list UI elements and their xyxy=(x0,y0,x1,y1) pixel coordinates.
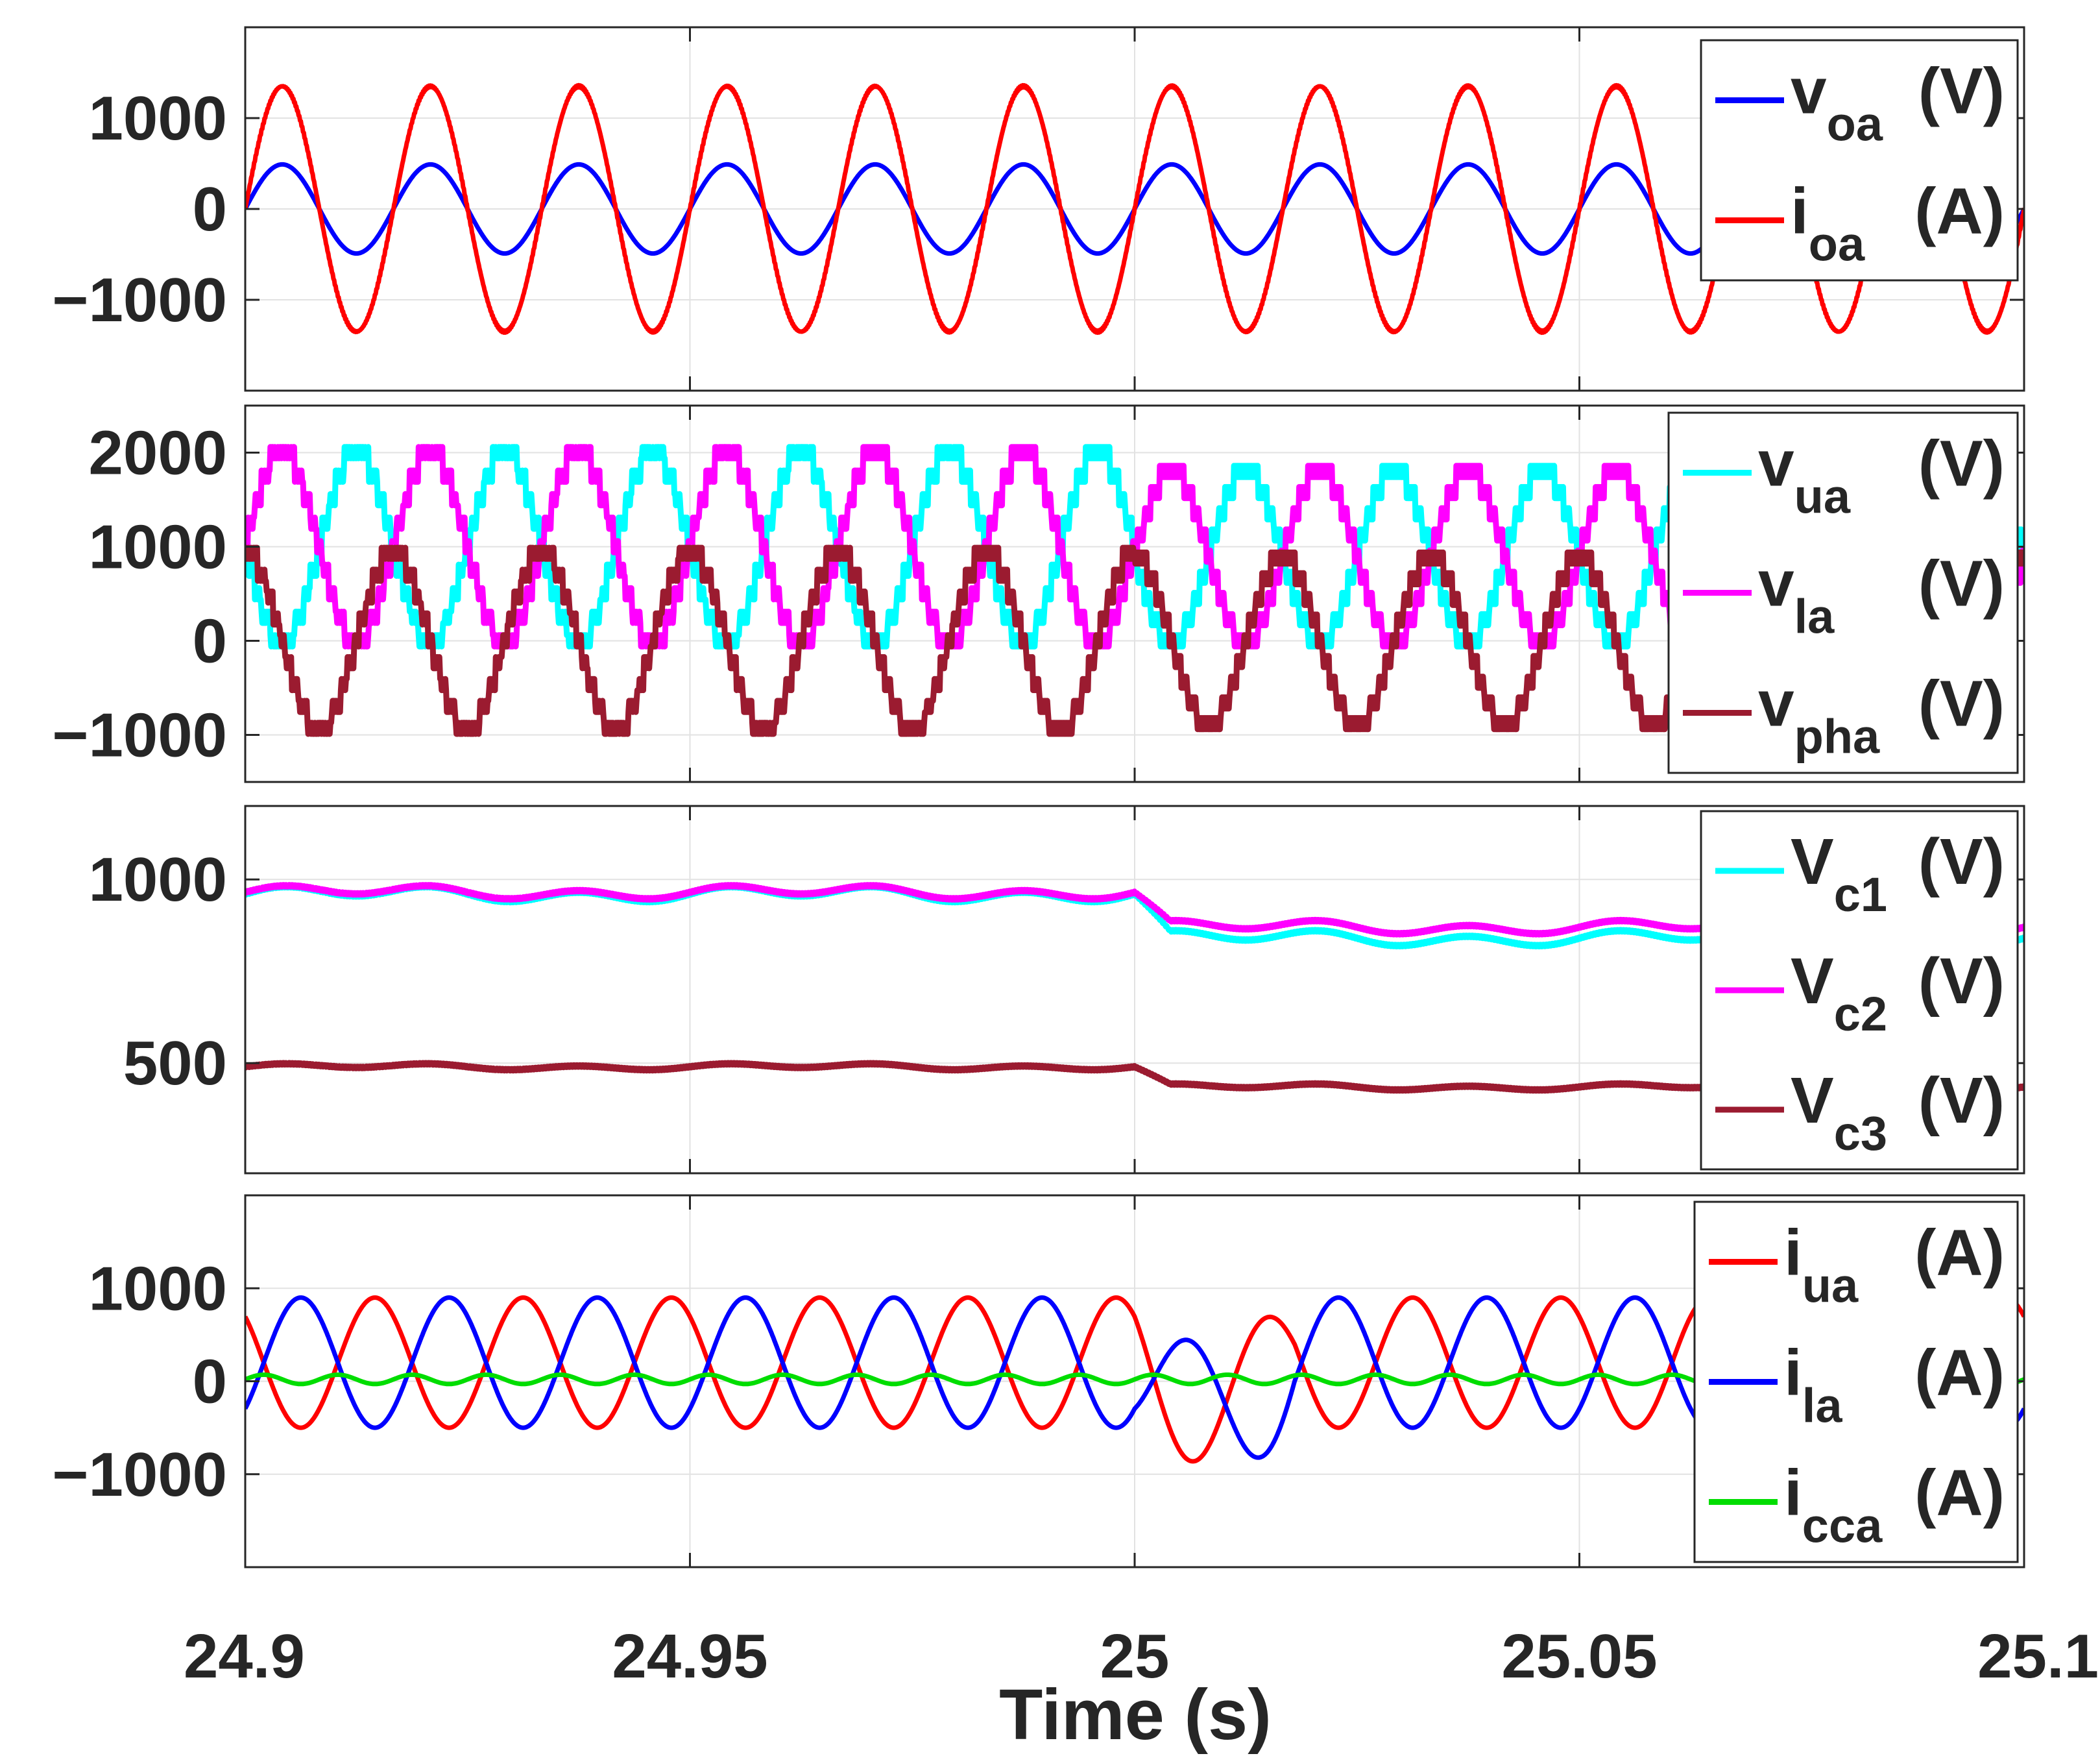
legend-label-c2: Vc2 (V) xyxy=(1791,945,2005,1041)
legend-label-ua: iua (A) xyxy=(1784,1217,2005,1313)
legend-label-pha: vpha (V) xyxy=(1758,668,2005,764)
panel-arm-currents: −1000 0 1000 iua (A) ila (A) icca (A) xyxy=(52,1194,2025,1568)
legend-box xyxy=(1700,39,2019,282)
y-tick-label: 0 xyxy=(193,175,227,244)
legend: voa (V) ioa (A) xyxy=(1700,39,2019,282)
legend-label-oa: voa (V) xyxy=(1791,55,2005,151)
legend-label-la: vla (V) xyxy=(1758,548,2005,644)
plot-area: −1000 0 1000 voa (V) ioa (A) −1000 0 1000 2000 vua(… xyxy=(52,26,2025,1568)
legend: Vc1 (V) Vc2 (V) Vc3 (V) xyxy=(1700,810,2019,1171)
legend: vua (V) vla (V) vpha (V) xyxy=(1667,411,2019,774)
y-tick-label: 1000 xyxy=(88,845,227,914)
y-tick-label: 0 xyxy=(193,607,227,676)
y-tick-label: 0 xyxy=(193,1347,227,1417)
x-tick-label: 24.95 xyxy=(612,1622,767,1691)
y-tick-label: −1000 xyxy=(52,701,227,770)
legend-label-c1: Vc1 (V) xyxy=(1791,825,2005,921)
x-axis-label: Time (s) xyxy=(999,1675,1272,1755)
x-axis: 24.9 24.95 25 25.05 25.1 Time (s) xyxy=(184,1622,2099,1755)
x-tick-label: 25.1 xyxy=(1977,1622,2099,1691)
y-tick-label: 500 xyxy=(123,1029,227,1098)
x-tick-label: 25 xyxy=(1100,1622,1170,1691)
legend-label-la: ila (A) xyxy=(1784,1337,2005,1433)
y-tick-label: 1000 xyxy=(88,1254,227,1323)
legend-label-oa: ioa (A) xyxy=(1791,175,2005,271)
legend-label-c3: Vc3 (V) xyxy=(1791,1064,2005,1160)
y-tick-label: 1000 xyxy=(88,84,227,153)
panel-output: −1000 0 1000 voa (V) ioa (A) xyxy=(52,26,2025,392)
legend-label-ua: vua (V) xyxy=(1758,428,2005,524)
y-tick-label: −1000 xyxy=(52,1440,227,1509)
panel-arm-voltages: −1000 0 1000 2000 vua (V) vla (V) vpha (V) xyxy=(52,404,2025,783)
panel-capacitor-voltages: 500 1000 Vc1 (V) Vc2 (V) Vc3 (V) xyxy=(88,805,2025,1175)
y-tick-label: −1000 xyxy=(52,265,227,335)
x-tick-label: 24.9 xyxy=(184,1622,305,1691)
y-tick-label: 2000 xyxy=(88,419,227,488)
legend: iua (A) ila (A) icca (A) xyxy=(1693,1201,2019,1563)
y-tick-label: 1000 xyxy=(88,513,227,582)
legend-label-cca: icca (A) xyxy=(1784,1457,2005,1553)
x-tick-label: 25.05 xyxy=(1501,1622,1657,1691)
